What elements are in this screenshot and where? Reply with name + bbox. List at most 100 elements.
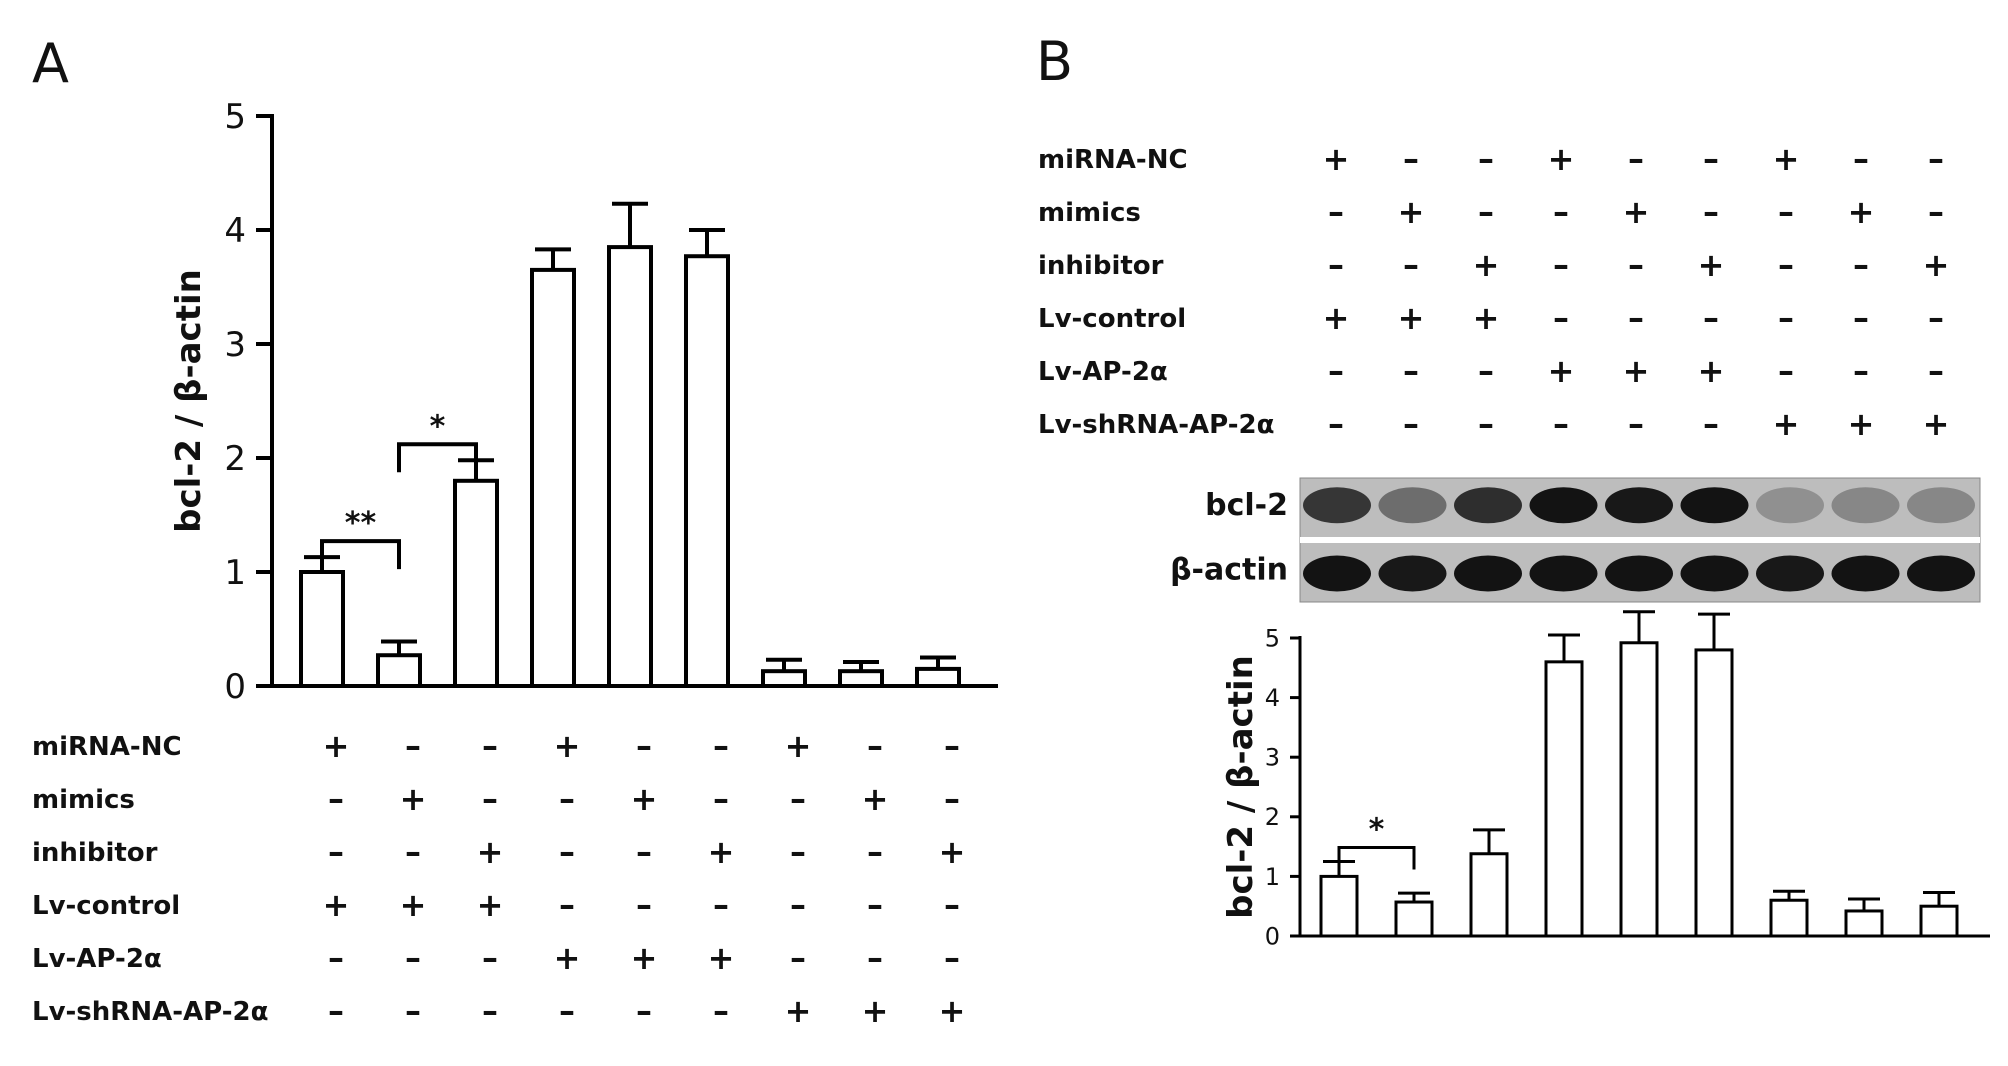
condition-table-a: miRNA-NC + – – + – – + – – mimics – + – – + – – + – inhibito…	[32, 727, 965, 1030]
condition-sign: –	[1478, 405, 1494, 443]
condition-sign: –	[482, 992, 498, 1030]
actin-band	[1680, 555, 1749, 592]
condition-sign: +	[1548, 140, 1575, 178]
condition-sign: –	[1403, 246, 1419, 284]
western-blot: bcl-2 β-actin	[1170, 477, 1981, 603]
bar	[1394, 900, 1434, 938]
condition-sign: –	[636, 992, 652, 1030]
blot-label-bcl2: bcl-2	[1205, 488, 1288, 523]
condition-sign: +	[554, 939, 581, 977]
condition-sign: +	[400, 780, 427, 818]
bar	[1544, 660, 1584, 938]
significance-bracket	[320, 539, 401, 570]
condition-sign: –	[944, 939, 960, 977]
actin-band	[1303, 555, 1371, 592]
condition-sign: –	[482, 939, 498, 977]
condition-sign: –	[1853, 352, 1869, 390]
condition-sign: –	[1853, 140, 1869, 178]
condition-sign: –	[1628, 299, 1644, 337]
condition-sign: –	[636, 833, 652, 871]
y-tick-label: 2	[1265, 803, 1280, 831]
significance-bracket	[1337, 846, 1416, 870]
bar	[376, 653, 422, 688]
y-tick-label: 4	[1265, 684, 1280, 712]
bar	[1469, 852, 1509, 938]
condition-sign: –	[1478, 193, 1494, 231]
condition-sign: –	[636, 886, 652, 924]
condition-sign: +	[939, 992, 966, 1030]
condition-sign: –	[1403, 352, 1419, 390]
significance-bracket	[397, 442, 478, 473]
condition-sign: –	[790, 833, 806, 871]
condition-sign: +	[477, 886, 504, 924]
condition-label: Lv-AP-2α	[32, 944, 162, 974]
condition-sign: +	[708, 833, 735, 871]
condition-label: Lv-control	[1038, 304, 1186, 334]
condition-sign: –	[1853, 299, 1869, 337]
actin-band	[1756, 555, 1824, 592]
condition-label: Lv-AP-2α	[1038, 357, 1168, 387]
condition-sign: +	[1398, 193, 1425, 231]
condition-sign: +	[785, 992, 812, 1030]
condition-sign: –	[559, 886, 575, 924]
condition-sign: –	[713, 992, 729, 1030]
blot-divider	[1300, 537, 1980, 543]
condition-sign: +	[1548, 352, 1575, 390]
condition-sign: –	[1703, 405, 1719, 443]
bar	[915, 666, 961, 689]
condition-sign: +	[1848, 405, 1875, 443]
condition-sign: –	[405, 833, 421, 871]
condition-sign: –	[482, 727, 498, 765]
bar	[453, 478, 499, 688]
condition-sign: +	[323, 727, 350, 765]
condition-sign: +	[1923, 246, 1950, 284]
condition-sign: –	[405, 727, 421, 765]
condition-sign: +	[400, 886, 427, 924]
condition-sign: –	[1553, 405, 1569, 443]
condition-sign: +	[1623, 193, 1650, 231]
condition-sign: –	[559, 780, 575, 818]
condition-sign: –	[1778, 352, 1794, 390]
bcl2-band	[1529, 487, 1598, 524]
actin-band	[1831, 555, 1900, 592]
condition-sign: +	[1923, 405, 1950, 443]
significance-marker: **	[345, 506, 377, 541]
condition-sign: –	[867, 833, 883, 871]
bcl2-band	[1680, 487, 1749, 524]
bar	[1769, 898, 1809, 938]
condition-sign: –	[1478, 140, 1494, 178]
condition-label: Lv-shRNA-AP-2α	[1038, 410, 1274, 440]
condition-sign: +	[1773, 140, 1800, 178]
condition-sign: –	[1553, 246, 1569, 284]
panel-a-letter: A	[32, 32, 69, 95]
condition-label: mimics	[1038, 198, 1141, 228]
condition-sign: –	[1478, 352, 1494, 390]
condition-sign: –	[1628, 405, 1644, 443]
condition-sign: +	[785, 727, 812, 765]
significance-marker: *	[1369, 813, 1385, 848]
condition-sign: –	[1553, 299, 1569, 337]
condition-sign: –	[1328, 405, 1344, 443]
condition-sign: –	[1403, 405, 1419, 443]
significance-marker: *	[430, 409, 446, 444]
condition-sign: +	[1473, 299, 1500, 337]
y-axis-title: bcl-2 / β-actin	[169, 269, 209, 533]
condition-sign: –	[1703, 193, 1719, 231]
condition-sign: –	[713, 886, 729, 924]
actin-band	[1605, 555, 1673, 592]
condition-sign: –	[636, 727, 652, 765]
bar	[1919, 904, 1959, 938]
bcl2-band	[1605, 487, 1673, 524]
bar	[607, 245, 653, 688]
condition-sign: –	[713, 727, 729, 765]
condition-label: miRNA-NC	[32, 732, 182, 762]
condition-sign: –	[1628, 246, 1644, 284]
condition-table-b: miRNA-NC + – – + – – + – – mimics – + – – + – – + – inhibito…	[1038, 140, 1949, 443]
condition-sign: +	[323, 886, 350, 924]
condition-sign: +	[1698, 352, 1725, 390]
condition-sign: –	[1328, 246, 1344, 284]
condition-label: Lv-control	[32, 891, 180, 921]
